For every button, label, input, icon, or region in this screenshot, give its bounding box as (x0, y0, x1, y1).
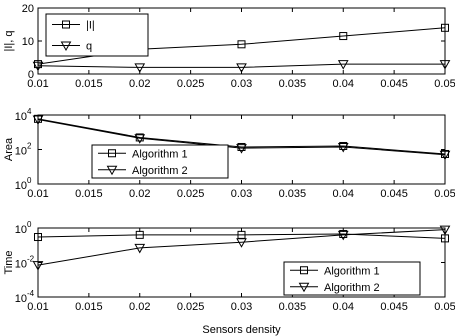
x-tick-label: 0.025 (177, 188, 205, 200)
x-tick-label: 0.05 (434, 78, 455, 90)
y-tick-label: 20 (22, 3, 34, 15)
y-tick-label: 10 (15, 293, 27, 305)
series-line-2 (37, 118, 446, 156)
data-point-2 (236, 63, 247, 73)
data-point-2 (337, 230, 349, 241)
legend-label: Algorithm 1 (324, 265, 380, 277)
panel-bottom: 0.01 0.015 0.02 0.025 0.03 0.035 0.04 0.045 0.05… (3, 220, 455, 336)
y-tick-exponent: -4 (27, 289, 35, 298)
panel-middle: 0.01 0.015 0.02 0.025 0.03 0.035 0.04 0.045 0.05… (3, 107, 455, 200)
y-tick-label: 10 (15, 146, 27, 158)
x-tick-label: 0.03 (231, 78, 252, 90)
legend-label: Algorithm 2 (132, 165, 188, 177)
y-axis-label: Time (3, 250, 15, 274)
y-tick-label: 10 (22, 36, 34, 48)
x-tick-label: 0.01 (27, 301, 48, 313)
data-point-2 (439, 225, 451, 236)
data-point-2 (134, 63, 146, 73)
y-tick-exponent: 4 (27, 107, 32, 116)
x-tick-label: 0.045 (380, 188, 408, 200)
x-tick-label: 0.015 (75, 301, 103, 313)
data-point-1 (441, 23, 449, 32)
y-tick-exponent: -2 (27, 255, 35, 264)
x-tick-label: 0.03 (231, 188, 252, 200)
x-tick-label: 0.025 (177, 78, 205, 90)
data-point-1 (339, 32, 348, 41)
data-point-2 (337, 142, 349, 153)
data-point-1 (34, 233, 42, 242)
x-tick-label: 0.015 (75, 188, 103, 200)
x-tick-label: 0.02 (129, 301, 150, 313)
x-tick-label: 0.045 (380, 301, 408, 313)
legend-label: q (86, 41, 92, 53)
x-tick-label: 0.04 (333, 301, 354, 313)
legend-marker (62, 20, 70, 29)
legend (45, 13, 149, 57)
x-tick-label: 0.035 (279, 78, 307, 90)
x-tick-label: 0.035 (279, 188, 307, 200)
y-tick-exponent: 0 (27, 176, 32, 185)
x-tick-label: 0.04 (333, 188, 354, 200)
y-tick-exponent: 0 (27, 220, 32, 229)
x-tick-label: 0.02 (129, 188, 150, 200)
data-point-2 (236, 144, 247, 154)
x-tick-label: 0.05 (434, 301, 455, 313)
data-point-2 (236, 238, 247, 248)
legend-label: |I| (86, 20, 95, 32)
series-line-1 (37, 233, 446, 239)
data-point-2 (32, 115, 44, 125)
data-point-1 (237, 40, 246, 49)
legend-label: Algorithm 2 (324, 282, 380, 294)
data-point-2 (439, 60, 451, 70)
x-tick-label: 0.045 (380, 78, 408, 90)
x-tick-label: 0.035 (279, 301, 307, 313)
x-tick-label: 0.015 (75, 78, 103, 90)
x-axis-label: Sensors density (202, 324, 281, 336)
legend-label: Algorithm 1 (132, 148, 188, 160)
panel-top: 0.01 0.015 0.02 0.025 0.03 0.035 0.04 0.045 0.05… (3, 3, 455, 90)
y-axis-label: Area (3, 137, 15, 161)
y-tick-label: 0 (28, 69, 34, 81)
legend-marker (300, 266, 308, 275)
x-tick-label: 0.05 (434, 188, 455, 200)
legend (91, 144, 229, 179)
legend-marker (108, 149, 116, 158)
y-tick-exponent: 2 (27, 142, 32, 151)
data-point-2 (439, 150, 451, 161)
x-tick-label: 0.04 (333, 78, 354, 90)
series-line-2 (37, 63, 445, 68)
legend-marker (60, 41, 72, 52)
data-point-2 (134, 243, 146, 254)
data-point-2 (32, 61, 44, 72)
x-tick-label: 0.02 (129, 78, 150, 90)
y-tick-label: 10 (15, 111, 27, 123)
series-line-1 (37, 118, 446, 155)
data-point-2 (134, 134, 146, 144)
x-tick-label: 0.03 (231, 301, 252, 313)
x-tick-label: 0.01 (27, 188, 48, 200)
series-line-2 (37, 229, 446, 266)
legend-marker (298, 282, 310, 293)
data-point-1 (135, 230, 144, 239)
legend (283, 261, 421, 296)
y-tick-label: 10 (15, 259, 27, 271)
x-tick-label: 0.025 (177, 301, 205, 313)
x-tick-label: 0.01 (27, 78, 48, 90)
data-point-2 (337, 60, 349, 70)
data-point-1 (34, 114, 42, 123)
legend-marker (106, 165, 118, 176)
y-tick-label: 10 (15, 224, 27, 236)
data-point-2 (32, 261, 44, 271)
y-tick-label: 10 (15, 180, 27, 192)
y-axis-label: |I|, q (3, 30, 15, 51)
